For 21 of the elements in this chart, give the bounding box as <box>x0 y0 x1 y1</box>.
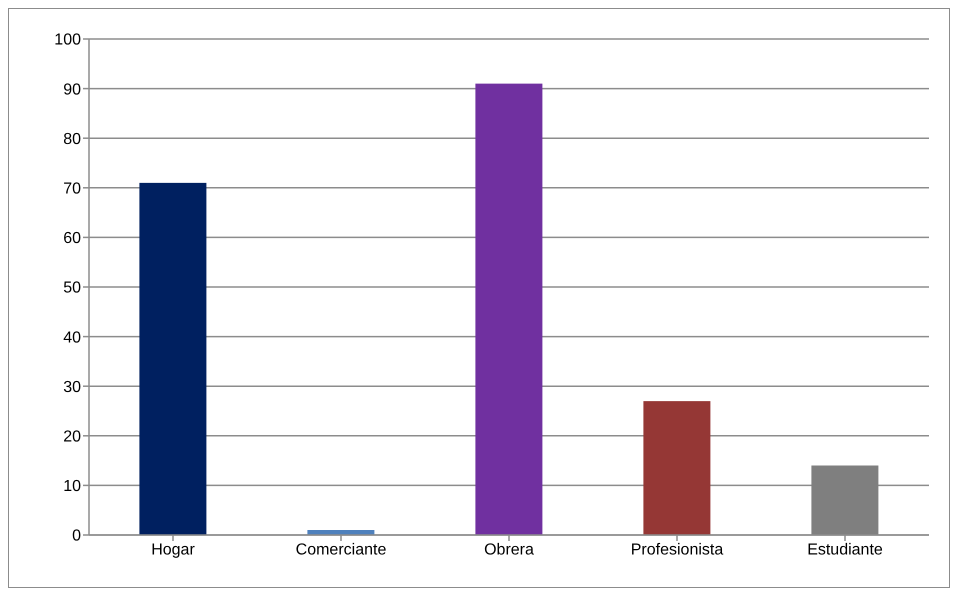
y-tick-label: 50 <box>63 280 82 297</box>
y-tick-label: 80 <box>63 130 82 148</box>
y-tick-label: 20 <box>63 428 82 446</box>
bar <box>475 84 542 535</box>
x-tick-label: Profesionista <box>630 541 724 558</box>
y-tick-label: 60 <box>63 230 82 248</box>
x-tick-label: Obrera <box>484 541 534 558</box>
y-tick-label: 40 <box>63 329 82 346</box>
bar <box>811 466 878 535</box>
bar <box>307 530 374 535</box>
bar <box>643 401 710 535</box>
bar <box>139 182 206 535</box>
y-tick-label: 90 <box>63 81 82 98</box>
y-tick-label: 70 <box>63 180 82 198</box>
y-tick-label: 30 <box>63 378 82 396</box>
x-tick-label: Estudiante <box>807 541 883 558</box>
y-tick-label: 100 <box>54 32 82 49</box>
y-tick-label: 10 <box>63 478 82 496</box>
x-tick-label: Comerciante <box>296 541 386 558</box>
x-tick-label: Hogar <box>151 541 196 558</box>
y-tick-label: 0 <box>72 528 82 545</box>
